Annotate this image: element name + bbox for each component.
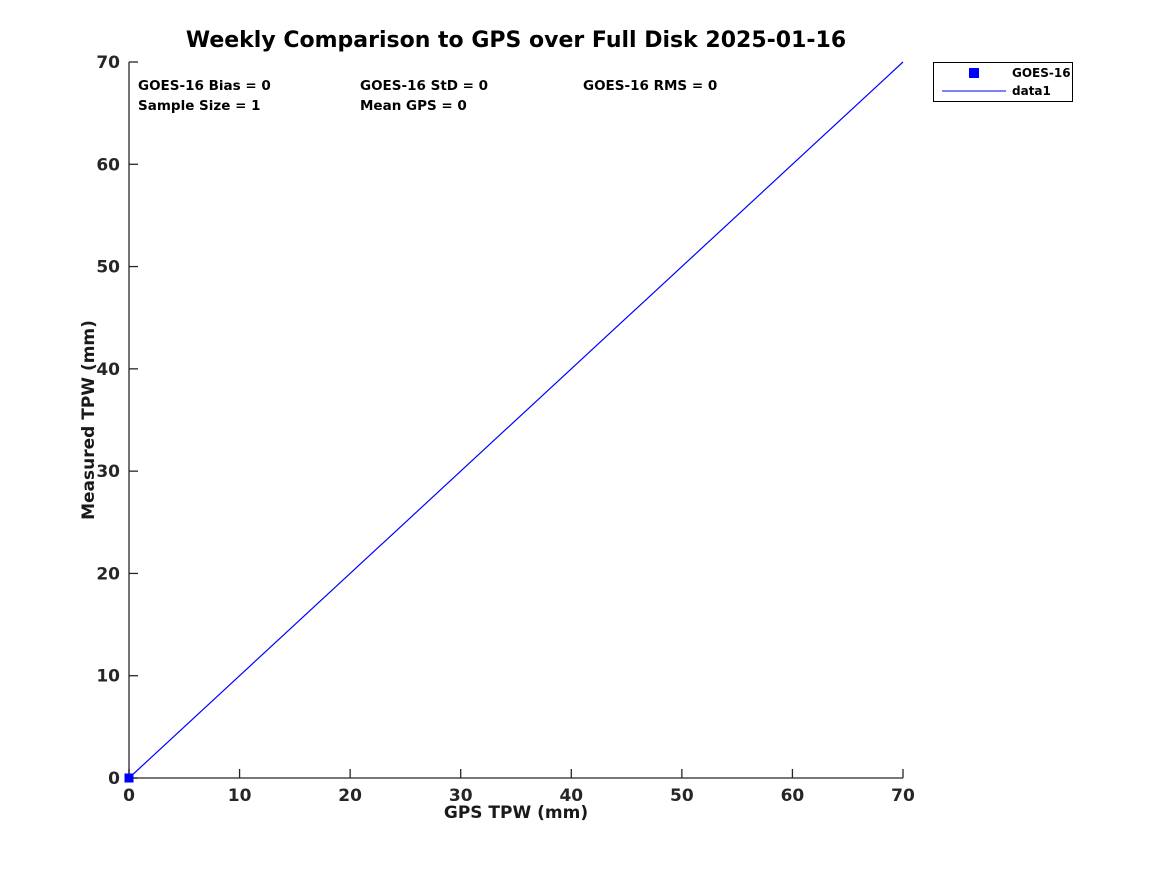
y-tick-label: 30 — [96, 462, 120, 482]
y-tick-label: 10 — [96, 667, 120, 687]
data-point-marker — [124, 773, 134, 783]
series-line-data1 — [128, 61, 904, 779]
x-tick-label: 50 — [670, 786, 694, 806]
legend-entry-goes16: GOES-16 — [934, 64, 1072, 81]
x-tick-label: 70 — [891, 786, 915, 806]
legend-line-marker-icon — [934, 83, 1012, 100]
legend-label-goes16: GOES-16 — [1012, 65, 1071, 80]
y-tick-label: 40 — [96, 360, 120, 380]
x-tick-label: 20 — [338, 786, 362, 806]
y-tick-label: 60 — [96, 155, 120, 175]
annotation-mean-gps: Mean GPS = 0 — [360, 98, 467, 114]
x-tick-label: 40 — [559, 786, 583, 806]
x-tick-label: 10 — [228, 786, 252, 806]
annotation-std: GOES-16 StD = 0 — [360, 78, 489, 94]
x-tick-label: 60 — [781, 786, 805, 806]
y-tick-label: 0 — [108, 769, 120, 789]
annotation-sample-size: Sample Size = 1 — [138, 98, 261, 114]
legend: GOES-16 data1 — [933, 62, 1073, 102]
chart-title: Weekly Comparison to GPS over Full Disk … — [185, 28, 847, 53]
legend-entry-data1: data1 — [934, 83, 1072, 100]
x-tick-label: 0 — [123, 786, 135, 806]
x-axis-label: GPS TPW (mm) — [443, 803, 589, 823]
legend-square-marker-icon — [934, 64, 1012, 81]
legend-label-data1: data1 — [1012, 84, 1051, 99]
x-tick-label: 30 — [449, 786, 473, 806]
y-axis-label: Measured TPW (mm) — [79, 320, 99, 520]
y-tick-label: 50 — [96, 258, 120, 278]
annotation-rms: GOES-16 RMS = 0 — [583, 78, 718, 94]
y-tick-label: 70 — [96, 53, 120, 73]
y-tick-label: 20 — [96, 564, 120, 584]
annotation-bias: GOES-16 Bias = 0 — [138, 78, 271, 94]
